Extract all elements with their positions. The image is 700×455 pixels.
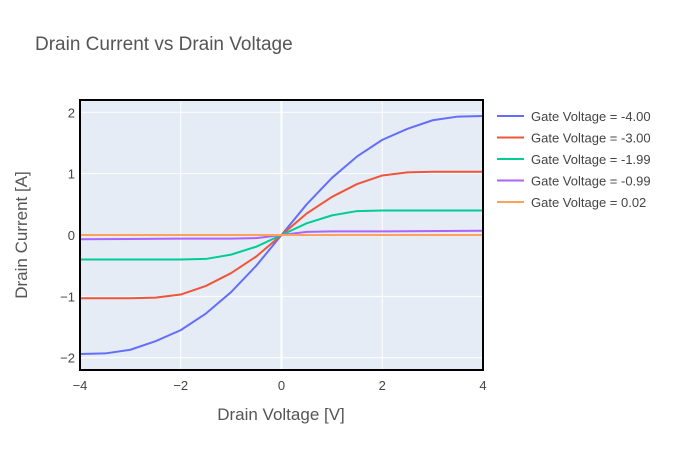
legend-label: Gate Voltage = -0.99 bbox=[531, 174, 651, 189]
legend-label: Gate Voltage = 0.02 bbox=[531, 195, 646, 210]
y-axis-ticks: −2 −1 0 1 2 bbox=[60, 105, 75, 365]
y-tick-label: −1 bbox=[60, 289, 75, 304]
x-tick-label: 4 bbox=[479, 378, 486, 393]
legend-item[interactable]: Gate Voltage = -3.00 bbox=[497, 131, 651, 146]
x-axis-ticks: −4 −2 0 2 4 bbox=[73, 378, 487, 393]
legend-item[interactable]: Gate Voltage = 0.02 bbox=[497, 195, 646, 210]
x-tick-label: 2 bbox=[379, 378, 386, 393]
series-lines bbox=[79, 114, 484, 356]
legend-item[interactable]: Gate Voltage = -4.00 bbox=[497, 109, 651, 124]
legend-label: Gate Voltage = -1.99 bbox=[531, 152, 651, 167]
legend-label: Gate Voltage = -4.00 bbox=[531, 109, 651, 124]
x-tick-label: −4 bbox=[73, 378, 88, 393]
x-tick-label: 0 bbox=[278, 378, 285, 393]
y-axis-label: Drain Current [A] bbox=[12, 171, 31, 299]
chart-title: Drain Current vs Drain Voltage bbox=[35, 34, 293, 55]
legend-item[interactable]: Gate Voltage = -1.99 bbox=[497, 152, 651, 167]
legend-label: Gate Voltage = -3.00 bbox=[531, 131, 651, 146]
y-tick-label: −2 bbox=[60, 351, 75, 366]
y-tick-label: 2 bbox=[68, 105, 75, 120]
x-axis-label: Drain Voltage [V] bbox=[217, 405, 345, 424]
y-tick-label: 0 bbox=[68, 228, 75, 243]
legend-item[interactable]: Gate Voltage = -0.99 bbox=[497, 174, 651, 189]
legend[interactable]: Gate Voltage = -4.00 Gate Voltage = -3.00… bbox=[497, 109, 651, 210]
x-tick-label: −2 bbox=[173, 378, 188, 393]
y-tick-label: 1 bbox=[68, 167, 75, 182]
plot-frame bbox=[79, 99, 484, 371]
